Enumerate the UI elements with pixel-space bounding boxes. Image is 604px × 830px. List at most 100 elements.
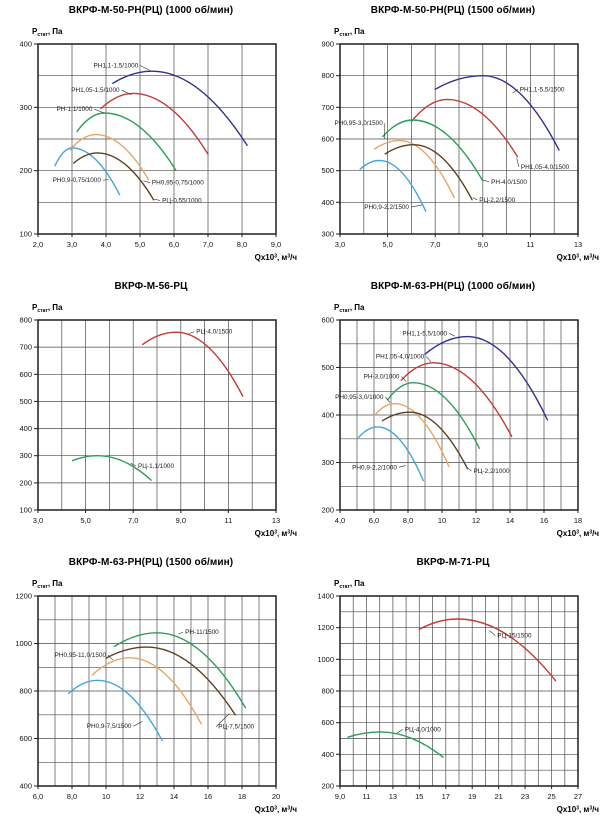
series-curve	[424, 335, 549, 421]
series-label: РЦ-0,55/1000	[162, 197, 202, 204]
series-label: РЦ-15/1500	[497, 633, 532, 640]
series-curve	[358, 426, 424, 482]
series-curve	[410, 98, 518, 158]
leader-line	[398, 465, 406, 468]
y-tick-label: 300	[19, 103, 32, 112]
y-tick-label: 1200	[15, 592, 32, 601]
x-tick-label: 8,0	[403, 516, 413, 525]
series-curve	[105, 646, 236, 716]
x-tick-label: 6,0	[169, 240, 179, 249]
y-tick-label: 400	[321, 411, 334, 420]
chart-title: ВКРФ-М-50-РН(РЦ) (1500 об/мин)	[370, 5, 536, 16]
x-tick-label: 10	[102, 792, 110, 801]
x-tick-label: 9,0	[176, 516, 186, 525]
y-tick-label: 200	[321, 782, 334, 791]
series-curve	[382, 119, 484, 182]
series-label: РН-4,0/1500	[491, 179, 527, 186]
y-tick-label: 300	[19, 451, 32, 460]
chart-canvas-vkrf-m-50-1000: 2,0 3,0 4,0 5,0 6,0 7,0 8,0 9,0 100 200 300 400Рста…	[19, 27, 298, 262]
leader-line	[130, 463, 137, 467]
y-tick-label: 600	[321, 135, 334, 144]
series-label: РЦ-4,0/1000	[405, 726, 441, 733]
leader-line	[188, 331, 195, 334]
leader-line	[385, 396, 391, 403]
series-curve	[386, 381, 481, 449]
series-curve	[142, 331, 244, 397]
y-tick-label: 100	[19, 506, 32, 515]
plot-frame	[37, 319, 277, 511]
y-tick-label: 800	[321, 687, 334, 696]
chart-canvas-vkrf-m-63-1000: 4,0 6,0 8,0 10 12 14 16 18 200 300 400 500 600Рстат,…	[321, 303, 600, 538]
series-curve	[373, 139, 455, 199]
x-tick-label: 14	[506, 516, 514, 525]
y-tick-label: 500	[321, 363, 334, 372]
series-curve	[347, 731, 444, 758]
series-label: РН-11/1500	[185, 629, 219, 636]
x-axis-title: Qx103, м3/ч	[557, 253, 600, 262]
series-curve	[67, 679, 163, 742]
y-tick-label: 400	[19, 782, 32, 791]
y-tick-label: 400	[19, 424, 32, 433]
x-tick-label: 2,0	[33, 240, 43, 249]
chart-title: ВКРФ-М-63-РН(РЦ) (1000 об/мин)	[370, 281, 536, 292]
x-tick-label: 6,0	[33, 792, 43, 801]
y-tick-label: 400	[321, 750, 334, 759]
chart-cell-vkrf-m-50-1500: ВКРФ-М-50-РН(РЦ) (1500 об/мин) 3,0 5,0 7,0…	[302, 0, 604, 276]
series-curve	[69, 133, 150, 181]
leader-line	[516, 157, 520, 167]
x-tick-label: 8,0	[237, 240, 247, 249]
y-tick-label: 600	[19, 734, 32, 743]
series-label: РН1,1-5,5/1000	[402, 330, 447, 337]
series-label: РН1,05-1,5/1000	[71, 87, 120, 94]
y-tick-label: 700	[19, 343, 32, 352]
y-axis-title: Рстат, Па	[334, 303, 365, 314]
chart-cell-vkrf-m-56: ВКРФ-М-56-РЦ 3,0 5,0 7,0 9,0 11 13 100 200 300 40…	[0, 276, 302, 552]
y-tick-label: 200	[19, 478, 32, 487]
x-tick-label: 4,0	[101, 240, 111, 249]
series-curve	[418, 618, 557, 682]
y-tick-label: 800	[19, 316, 32, 325]
y-tick-label: 400	[19, 40, 32, 49]
x-tick-label: 4,0	[335, 516, 345, 525]
x-tick-label: 11	[225, 516, 233, 525]
x-tick-label: 9,0	[478, 240, 488, 249]
chart-title: ВКРФ-М-71-РЦ	[416, 557, 490, 568]
leader-line	[467, 467, 472, 472]
x-tick-label: 19	[468, 792, 476, 801]
x-tick-label: 20	[272, 792, 280, 801]
y-tick-label: 800	[321, 71, 334, 80]
x-tick-label: 14	[170, 792, 178, 801]
series-label: РН0,9-2,2/1500	[364, 204, 409, 211]
x-tick-label: 3,0	[67, 240, 77, 249]
leader-line	[483, 179, 490, 183]
series-curve	[373, 402, 450, 467]
y-tick-label: 400	[321, 198, 334, 207]
series-label: РН1,1-1,5/1000	[94, 63, 139, 70]
series-curve	[54, 147, 121, 196]
series-label: РЦ-1,1/1000	[138, 463, 174, 470]
x-tick-label: 7,0	[203, 240, 213, 249]
x-tick-label: 3,0	[33, 516, 43, 525]
x-axis-title: Qx103, м3/ч	[255, 529, 298, 538]
x-tick-label: 18	[574, 516, 582, 525]
chart-title: ВКРФ-М-63-РН(РЦ) (1500 об/мин)	[68, 557, 234, 568]
y-tick-label: 1400	[317, 592, 334, 601]
y-axis-title: Рстат, Па	[334, 579, 365, 590]
x-tick-label: 13	[574, 240, 582, 249]
x-tick-label: 12	[136, 792, 144, 801]
y-tick-label: 500	[321, 166, 334, 175]
leader-line	[472, 197, 478, 201]
x-axis-title: Qx103, м3/ч	[557, 805, 600, 814]
chart-cell-vkrf-m-63-1500: ВКРФ-М-63-РН(РЦ) (1500 об/мин) 6,0 8,0 10 1…	[0, 552, 302, 828]
y-tick-label: 600	[19, 370, 32, 379]
series-label: РН1,05-4,0/1000	[376, 354, 425, 361]
x-axis-title: Qx103, м3/ч	[557, 529, 600, 538]
x-tick-label: 6,0	[369, 516, 379, 525]
x-tick-label: 23	[521, 792, 529, 801]
x-tick-label: 5,0	[80, 516, 90, 525]
x-tick-label: 13	[389, 792, 397, 801]
leader-line	[489, 630, 496, 636]
x-tick-label: 16	[204, 792, 212, 801]
leader-line	[107, 654, 114, 661]
x-axis-title: Qx103, м3/ч	[255, 253, 298, 262]
